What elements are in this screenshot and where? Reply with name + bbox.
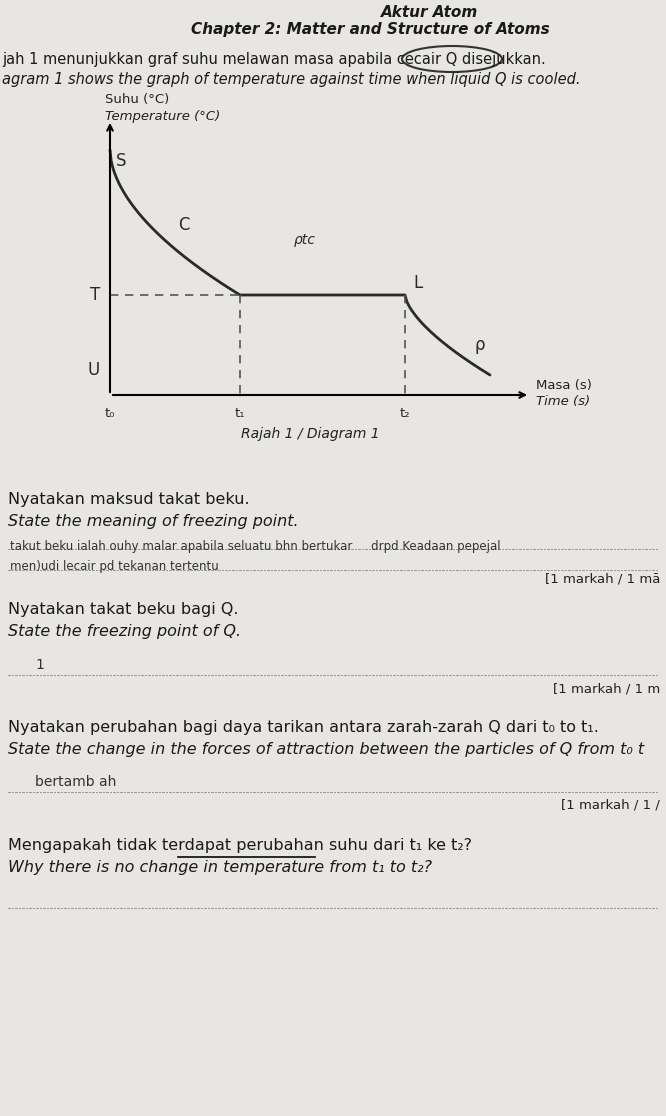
Text: Chapter 2: Matter and Structure of Atoms: Chapter 2: Matter and Structure of Atoms (190, 22, 549, 37)
Text: C: C (178, 217, 190, 234)
Text: bertamb ah: bertamb ah (35, 775, 117, 789)
Text: State the freezing point of Q.: State the freezing point of Q. (8, 624, 241, 639)
Text: Time (s): Time (s) (536, 395, 590, 408)
Text: Mengapakah tidak terdapat perubahan suhu dari t₁ ke t₂?: Mengapakah tidak terdapat perubahan suhu… (8, 838, 472, 853)
Text: ρ: ρ (475, 336, 486, 354)
Text: L: L (413, 275, 422, 292)
Text: State the change in the forces of attraction between the particles of Q from t₀ : State the change in the forces of attrac… (8, 742, 644, 757)
Text: Rajah 1 / Diagram 1: Rajah 1 / Diagram 1 (240, 427, 380, 441)
Text: men)udi lecair pd tekanan tertentu: men)udi lecair pd tekanan tertentu (10, 560, 218, 573)
Text: Why there is no change in temperature from t₁ to t₂?: Why there is no change in temperature fr… (8, 860, 432, 875)
Text: ρtc: ρtc (294, 233, 316, 247)
Text: Nyatakan maksud takat beku.: Nyatakan maksud takat beku. (8, 492, 250, 507)
Text: 1: 1 (35, 658, 44, 672)
Text: [1 markah / 1 /: [1 markah / 1 / (561, 799, 660, 812)
Text: Nyatakan takat beku bagi Q.: Nyatakan takat beku bagi Q. (8, 602, 238, 617)
Text: agram 1 shows the graph of temperature against time when liquid Q is cooled.: agram 1 shows the graph of temperature a… (2, 73, 581, 87)
Text: Temperature (°C): Temperature (°C) (105, 110, 220, 123)
Text: T: T (90, 286, 100, 304)
Text: t₀: t₀ (105, 407, 115, 420)
Text: t₂: t₂ (400, 407, 410, 420)
Text: State the meaning of freezing point.: State the meaning of freezing point. (8, 514, 298, 529)
Text: U: U (88, 360, 100, 379)
Text: Masa (s): Masa (s) (536, 379, 592, 393)
Text: jah 1 menunjukkan graf suhu melawan masa apabila cecair Q disejukkan.: jah 1 menunjukkan graf suhu melawan masa… (2, 52, 545, 67)
Text: [1 markah / 1 m: [1 markah / 1 m (553, 682, 660, 695)
Text: S: S (116, 152, 127, 170)
Text: Suhu (°C): Suhu (°C) (105, 93, 169, 106)
Text: Aktur Atom: Aktur Atom (382, 4, 479, 20)
Text: [1 markah / 1 mā: [1 markah / 1 mā (545, 573, 660, 585)
Text: takut beku ialah ouhy malar apabila seluatu bhn bertukar     drpd Keadaan pepeja: takut beku ialah ouhy malar apabila selu… (10, 540, 501, 554)
Text: t₁: t₁ (234, 407, 245, 420)
Text: Nyatakan perubahan bagi daya tarikan antara zarah-zarah Q dari t₀ to t₁.: Nyatakan perubahan bagi daya tarikan ant… (8, 720, 599, 735)
